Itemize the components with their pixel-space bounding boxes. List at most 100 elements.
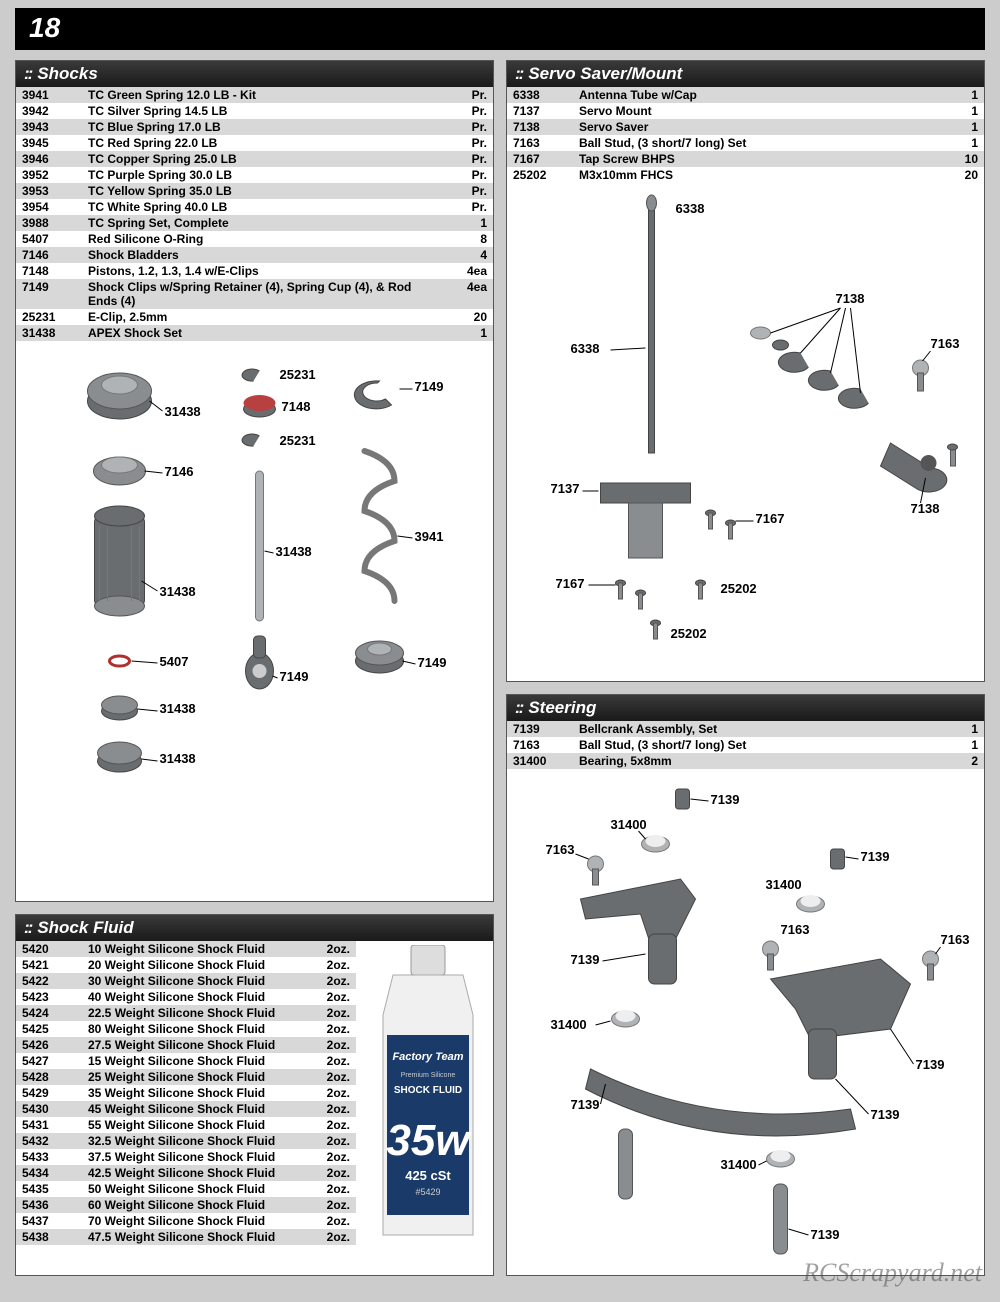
svg-text:7138: 7138 — [911, 501, 940, 516]
svg-text:425 cSt: 425 cSt — [405, 1168, 451, 1183]
part-qty: 2oz. — [304, 1037, 356, 1053]
svg-text:7163: 7163 — [781, 922, 810, 937]
table-row: 25202M3x10mm FHCS20 — [507, 167, 984, 183]
dots-icon: :: — [24, 918, 31, 938]
part-desc: TC Yellow Spring 35.0 LB — [82, 183, 441, 199]
part-number: 7137 — [507, 103, 573, 119]
part-number: 5427 — [16, 1053, 82, 1069]
part-desc: 42.5 Weight Silicone Shock Fluid — [82, 1165, 304, 1181]
part-desc: Ball Stud, (3 short/7 long) Set — [573, 135, 932, 151]
table-row: 3941TC Green Spring 12.0 LB - KitPr. — [16, 87, 493, 103]
part-desc: TC Copper Spring 25.0 LB — [82, 151, 441, 167]
part-number: 5426 — [16, 1037, 82, 1053]
table-row: 542580 Weight Silicone Shock Fluid2oz. — [16, 1021, 356, 1037]
part-desc: E-Clip, 2.5mm — [82, 309, 441, 325]
svg-text:3941: 3941 — [415, 529, 444, 544]
title-text: Shock Fluid — [37, 918, 133, 938]
svg-text:SHOCK FLUID: SHOCK FLUID — [394, 1085, 462, 1096]
table-row: 542825 Weight Silicone Shock Fluid2oz. — [16, 1069, 356, 1085]
part-desc: 10 Weight Silicone Shock Fluid — [82, 941, 304, 957]
part-desc: 45 Weight Silicone Shock Fluid — [82, 1101, 304, 1117]
part-desc: Pistons, 1.2, 1.3, 1.4 w/E-Clips — [82, 263, 441, 279]
part-qty: 4 — [441, 247, 493, 263]
table-row: 542230 Weight Silicone Shock Fluid2oz. — [16, 973, 356, 989]
part-number: 3942 — [16, 103, 82, 119]
page: 18 :: Shocks 3941TC Green Spring 12.0 LB… — [0, 8, 1000, 1302]
table-row: 7163Ball Stud, (3 short/7 long) Set1 — [507, 135, 984, 151]
svg-text:7139: 7139 — [711, 792, 740, 807]
watermark: RCScrapyard.net — [803, 1258, 982, 1288]
table-row: 7146Shock Bladders4 — [16, 247, 493, 263]
table-row: 543155 Weight Silicone Shock Fluid2oz. — [16, 1117, 356, 1133]
part-qty: 2oz. — [304, 1101, 356, 1117]
table-row: 3945TC Red Spring 22.0 LBPr. — [16, 135, 493, 151]
part-qty: 1 — [932, 721, 984, 737]
part-desc: TC White Spring 40.0 LB — [82, 199, 441, 215]
svg-text:31438: 31438 — [160, 751, 196, 766]
part-desc: TC Red Spring 22.0 LB — [82, 135, 441, 151]
svg-text:25202: 25202 — [721, 581, 757, 596]
part-number: 31400 — [507, 753, 573, 769]
svg-text:31438: 31438 — [276, 544, 312, 559]
left-column: :: Shocks 3941TC Green Spring 12.0 LB - … — [15, 60, 494, 1276]
panel-shocks: :: Shocks 3941TC Green Spring 12.0 LB - … — [15, 60, 494, 902]
table-row: 6338Antenna Tube w/Cap1 — [507, 87, 984, 103]
part-qty: 2oz. — [304, 1021, 356, 1037]
svg-text:7139: 7139 — [571, 1097, 600, 1112]
svg-text:7167: 7167 — [556, 576, 585, 591]
page-number: 18 — [29, 12, 60, 44]
svg-text:31400: 31400 — [551, 1017, 587, 1032]
section-title-servo: :: Servo Saver/Mount — [507, 61, 984, 87]
part-qty: 2oz. — [304, 1149, 356, 1165]
table-row: 3946TC Copper Spring 25.0 LBPr. — [16, 151, 493, 167]
part-qty: 2oz. — [304, 1197, 356, 1213]
table-row: 7148Pistons, 1.2, 1.3, 1.4 w/E-Clips4ea — [16, 263, 493, 279]
table-row: 543550 Weight Silicone Shock Fluid2oz. — [16, 1181, 356, 1197]
part-desc: Tap Screw BHPS — [573, 151, 932, 167]
table-row: 543045 Weight Silicone Shock Fluid2oz. — [16, 1101, 356, 1117]
part-qty: 20 — [441, 309, 493, 325]
part-number: 3941 — [16, 87, 82, 103]
part-number: 3943 — [16, 119, 82, 135]
panel-servo: :: Servo Saver/Mount 6338Antenna Tube w/… — [506, 60, 985, 682]
svg-text:31400: 31400 — [611, 817, 647, 832]
part-qty: Pr. — [441, 87, 493, 103]
part-qty: 20 — [932, 167, 984, 183]
part-desc: TC Purple Spring 30.0 LB — [82, 167, 441, 183]
part-desc: Shock Clips w/Spring Retainer (4), Sprin… — [82, 279, 441, 309]
part-qty: Pr. — [441, 119, 493, 135]
svg-text:7139: 7139 — [871, 1107, 900, 1122]
svg-text:31400: 31400 — [766, 877, 802, 892]
svg-text:7139: 7139 — [861, 849, 890, 864]
svg-text:31400: 31400 — [721, 1157, 757, 1172]
part-qty: 2oz. — [304, 989, 356, 1005]
part-number: 3988 — [16, 215, 82, 231]
steering-diagram: 7139 7139 7163 7163 7163 — [507, 769, 984, 1269]
part-number: 3953 — [16, 183, 82, 199]
table-row: 542627.5 Weight Silicone Shock Fluid2oz. — [16, 1037, 356, 1053]
part-qty: 2oz. — [304, 1005, 356, 1021]
part-desc: 80 Weight Silicone Shock Fluid — [82, 1021, 304, 1037]
section-title-shock-fluid: :: Shock Fluid — [16, 915, 493, 941]
svg-text:7163: 7163 — [941, 932, 970, 947]
part-desc: TC Spring Set, Complete — [82, 215, 441, 231]
table-row: 31400Bearing, 5x8mm2 — [507, 753, 984, 769]
table-row: 3943TC Blue Spring 17.0 LBPr. — [16, 119, 493, 135]
part-desc: Bellcrank Assembly, Set — [573, 721, 932, 737]
table-row: 542120 Weight Silicone Shock Fluid2oz. — [16, 957, 356, 973]
part-desc: Shock Bladders — [82, 247, 441, 263]
part-qty: Pr. — [441, 183, 493, 199]
part-number: 5425 — [16, 1021, 82, 1037]
table-row: 31438APEX Shock Set1 — [16, 325, 493, 341]
table-row: 543337.5 Weight Silicone Shock Fluid2oz. — [16, 1149, 356, 1165]
part-desc: 27.5 Weight Silicone Shock Fluid — [82, 1037, 304, 1053]
dots-icon: :: — [515, 698, 522, 718]
table-row: 543770 Weight Silicone Shock Fluid2oz. — [16, 1213, 356, 1229]
servo-diagram: 6338 6338 7138 — [507, 183, 984, 673]
part-number: 7139 — [507, 721, 573, 737]
part-qty: 4ea — [441, 263, 493, 279]
table-row: 3953TC Yellow Spring 35.0 LBPr. — [16, 183, 493, 199]
part-number: 5436 — [16, 1197, 82, 1213]
table-row: 542340 Weight Silicone Shock Fluid2oz. — [16, 989, 356, 1005]
part-qty: 2oz. — [304, 1053, 356, 1069]
